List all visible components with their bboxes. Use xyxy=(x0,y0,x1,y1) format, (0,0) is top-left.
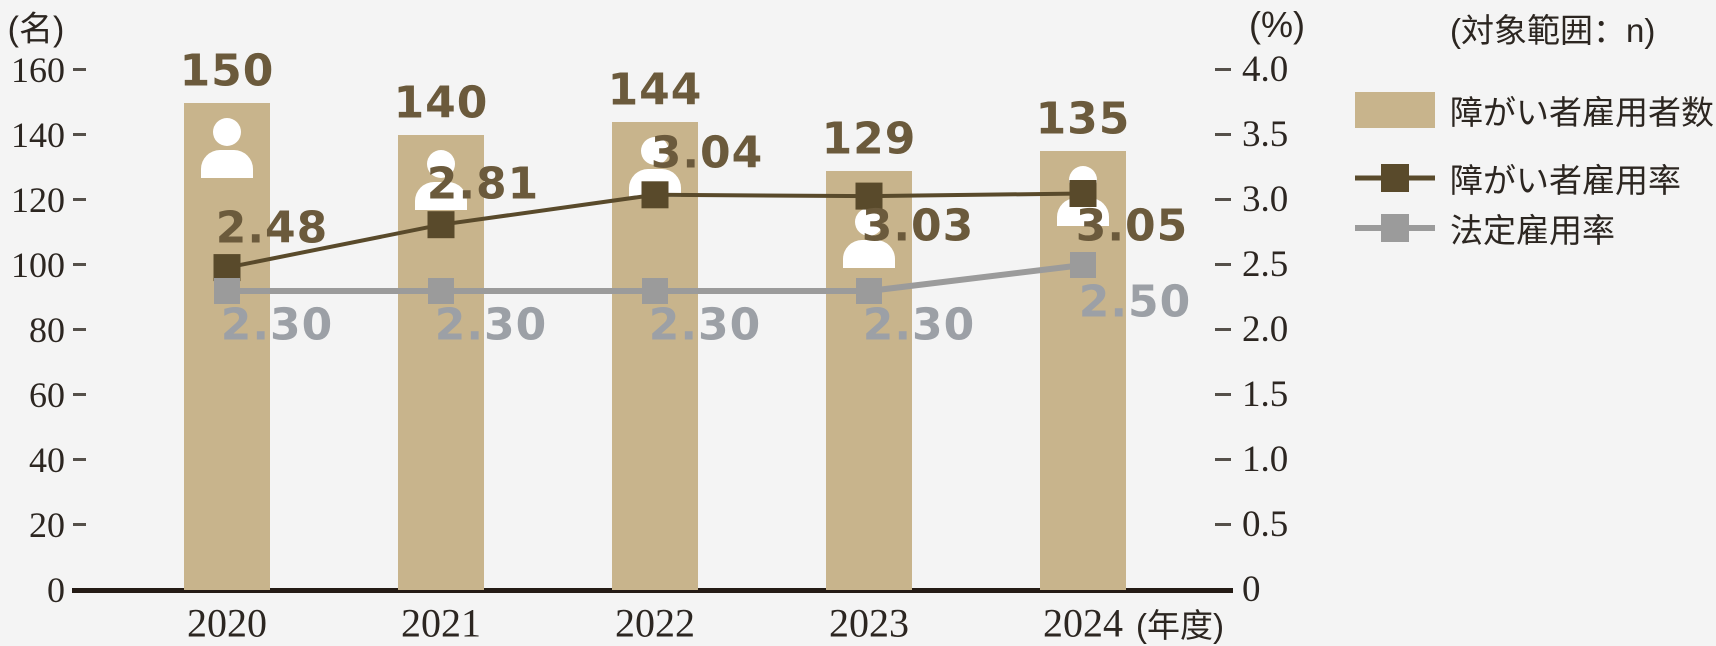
left-axis-tick-label: 20 xyxy=(29,505,65,545)
bar-value-label: 129 xyxy=(821,113,917,165)
x-axis-label-2020: 2020 xyxy=(187,600,267,646)
legend-line-swatch-employment-rate xyxy=(1355,164,1435,192)
employment-rate-value-label: 2.81 xyxy=(426,158,540,210)
legal-rate-value-label: 2.30 xyxy=(862,299,976,351)
legend-label-employees: 障がい者雇用者数 xyxy=(1450,94,1714,131)
legend-label-employment-rate: 障がい者雇用率 xyxy=(1450,162,1681,199)
left-axis-tick-label: 100 xyxy=(11,245,65,285)
right-axis-tick-dash xyxy=(1215,393,1231,396)
left-axis-tick-dash xyxy=(73,68,86,71)
left-axis-tick-label: 60 xyxy=(29,375,65,415)
right-axis-title: (%) xyxy=(1249,4,1305,45)
legend-item-legal-rate: 法定雇用率 xyxy=(1355,212,1615,249)
legend-item-employees: 障がい者雇用者数 xyxy=(1355,92,1714,131)
employment-rate-value-label: 2.48 xyxy=(215,202,329,254)
legend-bar-swatch xyxy=(1355,92,1435,128)
left-axis-tick-dash xyxy=(73,523,86,526)
bar-value-label: 150 xyxy=(179,45,275,96)
left-axis-tick-dash xyxy=(73,263,86,266)
employment-rate-value-label: 3.03 xyxy=(861,200,975,252)
legal-rate-value-label: 2.30 xyxy=(648,299,762,351)
x-axis-label-2021: 2021 xyxy=(401,600,481,646)
legal-rate-value-label: 2.30 xyxy=(434,299,548,351)
x-axis-line xyxy=(72,588,1233,593)
left-axis-tick-label: 80 xyxy=(29,310,65,350)
employment-rate-value-label: 3.04 xyxy=(650,127,764,179)
x-axis-label-2024: 2024 xyxy=(1043,600,1123,646)
right-axis-tick-label: 1.5 xyxy=(1242,374,1289,415)
x-axis-label-2022: 2022 xyxy=(615,600,695,646)
left-axis-tick-dash xyxy=(73,393,86,396)
right-axis-tick-dash xyxy=(1215,133,1231,136)
left-axis-tick-label: 140 xyxy=(11,115,65,155)
left-axis-tick-dash xyxy=(73,458,86,461)
legend-item-employment-rate: 障がい者雇用率 xyxy=(1355,162,1681,199)
right-axis-tick-dash xyxy=(1215,263,1231,266)
left-axis-tick-label: 160 xyxy=(11,50,65,90)
legend-line-swatch-legal-rate xyxy=(1355,214,1435,242)
left-axis-tick-dash xyxy=(73,133,86,136)
legal-rate-value-label: 2.30 xyxy=(220,299,334,351)
right-axis-tick-dash xyxy=(1215,523,1231,526)
right-axis-tick-label: 3.0 xyxy=(1242,179,1289,220)
right-axis-tick-dash xyxy=(1215,458,1231,461)
left-axis-tick-label: 0 xyxy=(47,570,65,610)
legend: 障がい者雇用者数 障がい者雇用率 法定雇用率 xyxy=(1355,92,1716,252)
right-axis-tick-label: 2.0 xyxy=(1242,309,1289,350)
legend-label-legal-rate: 法定雇用率 xyxy=(1450,212,1615,249)
x-axis-label-2023: 2023 xyxy=(829,600,909,646)
left-axis-tick-dash xyxy=(73,328,86,331)
left-axis-title: (名) xyxy=(7,10,65,49)
bar-2022 xyxy=(612,122,698,590)
bar-value-label: 135 xyxy=(1035,93,1131,145)
bar-value-label: 144 xyxy=(607,64,703,116)
x-axis-unit-label: (年度) xyxy=(1136,607,1224,644)
left-axis-tick-label: 120 xyxy=(11,180,65,220)
bar-value-label: 140 xyxy=(393,77,489,129)
right-axis-tick-dash xyxy=(1215,328,1231,331)
right-axis-tick-label: 0.5 xyxy=(1242,504,1289,545)
employment-rate-value-label: 3.05 xyxy=(1075,200,1189,251)
right-axis-tick-dash xyxy=(1215,68,1231,71)
right-axis-tick-dash xyxy=(1215,198,1231,201)
left-axis-tick-label: 40 xyxy=(29,440,65,480)
legal-rate-value-label: 2.50 xyxy=(1078,276,1192,328)
left-axis-tick-dash xyxy=(73,198,86,201)
right-axis-tick-label: 4.0 xyxy=(1242,49,1289,90)
right-axis-tick-label: 2.5 xyxy=(1242,244,1289,285)
scope-note: (対象範囲：n) xyxy=(1450,12,1656,49)
right-axis-tick-label: 0 xyxy=(1242,569,1261,610)
bar-2020 xyxy=(184,102,270,590)
right-axis-tick-label: 1.0 xyxy=(1242,439,1289,480)
right-axis-tick-label: 3.5 xyxy=(1242,114,1289,155)
